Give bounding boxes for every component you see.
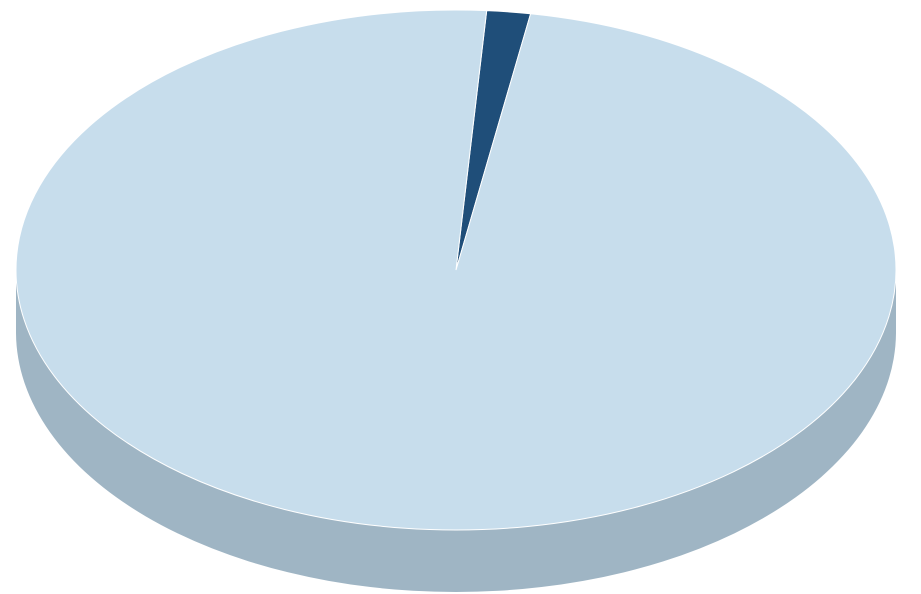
pie-slice: [16, 10, 896, 530]
pie-3d-chart: [0, 0, 921, 594]
